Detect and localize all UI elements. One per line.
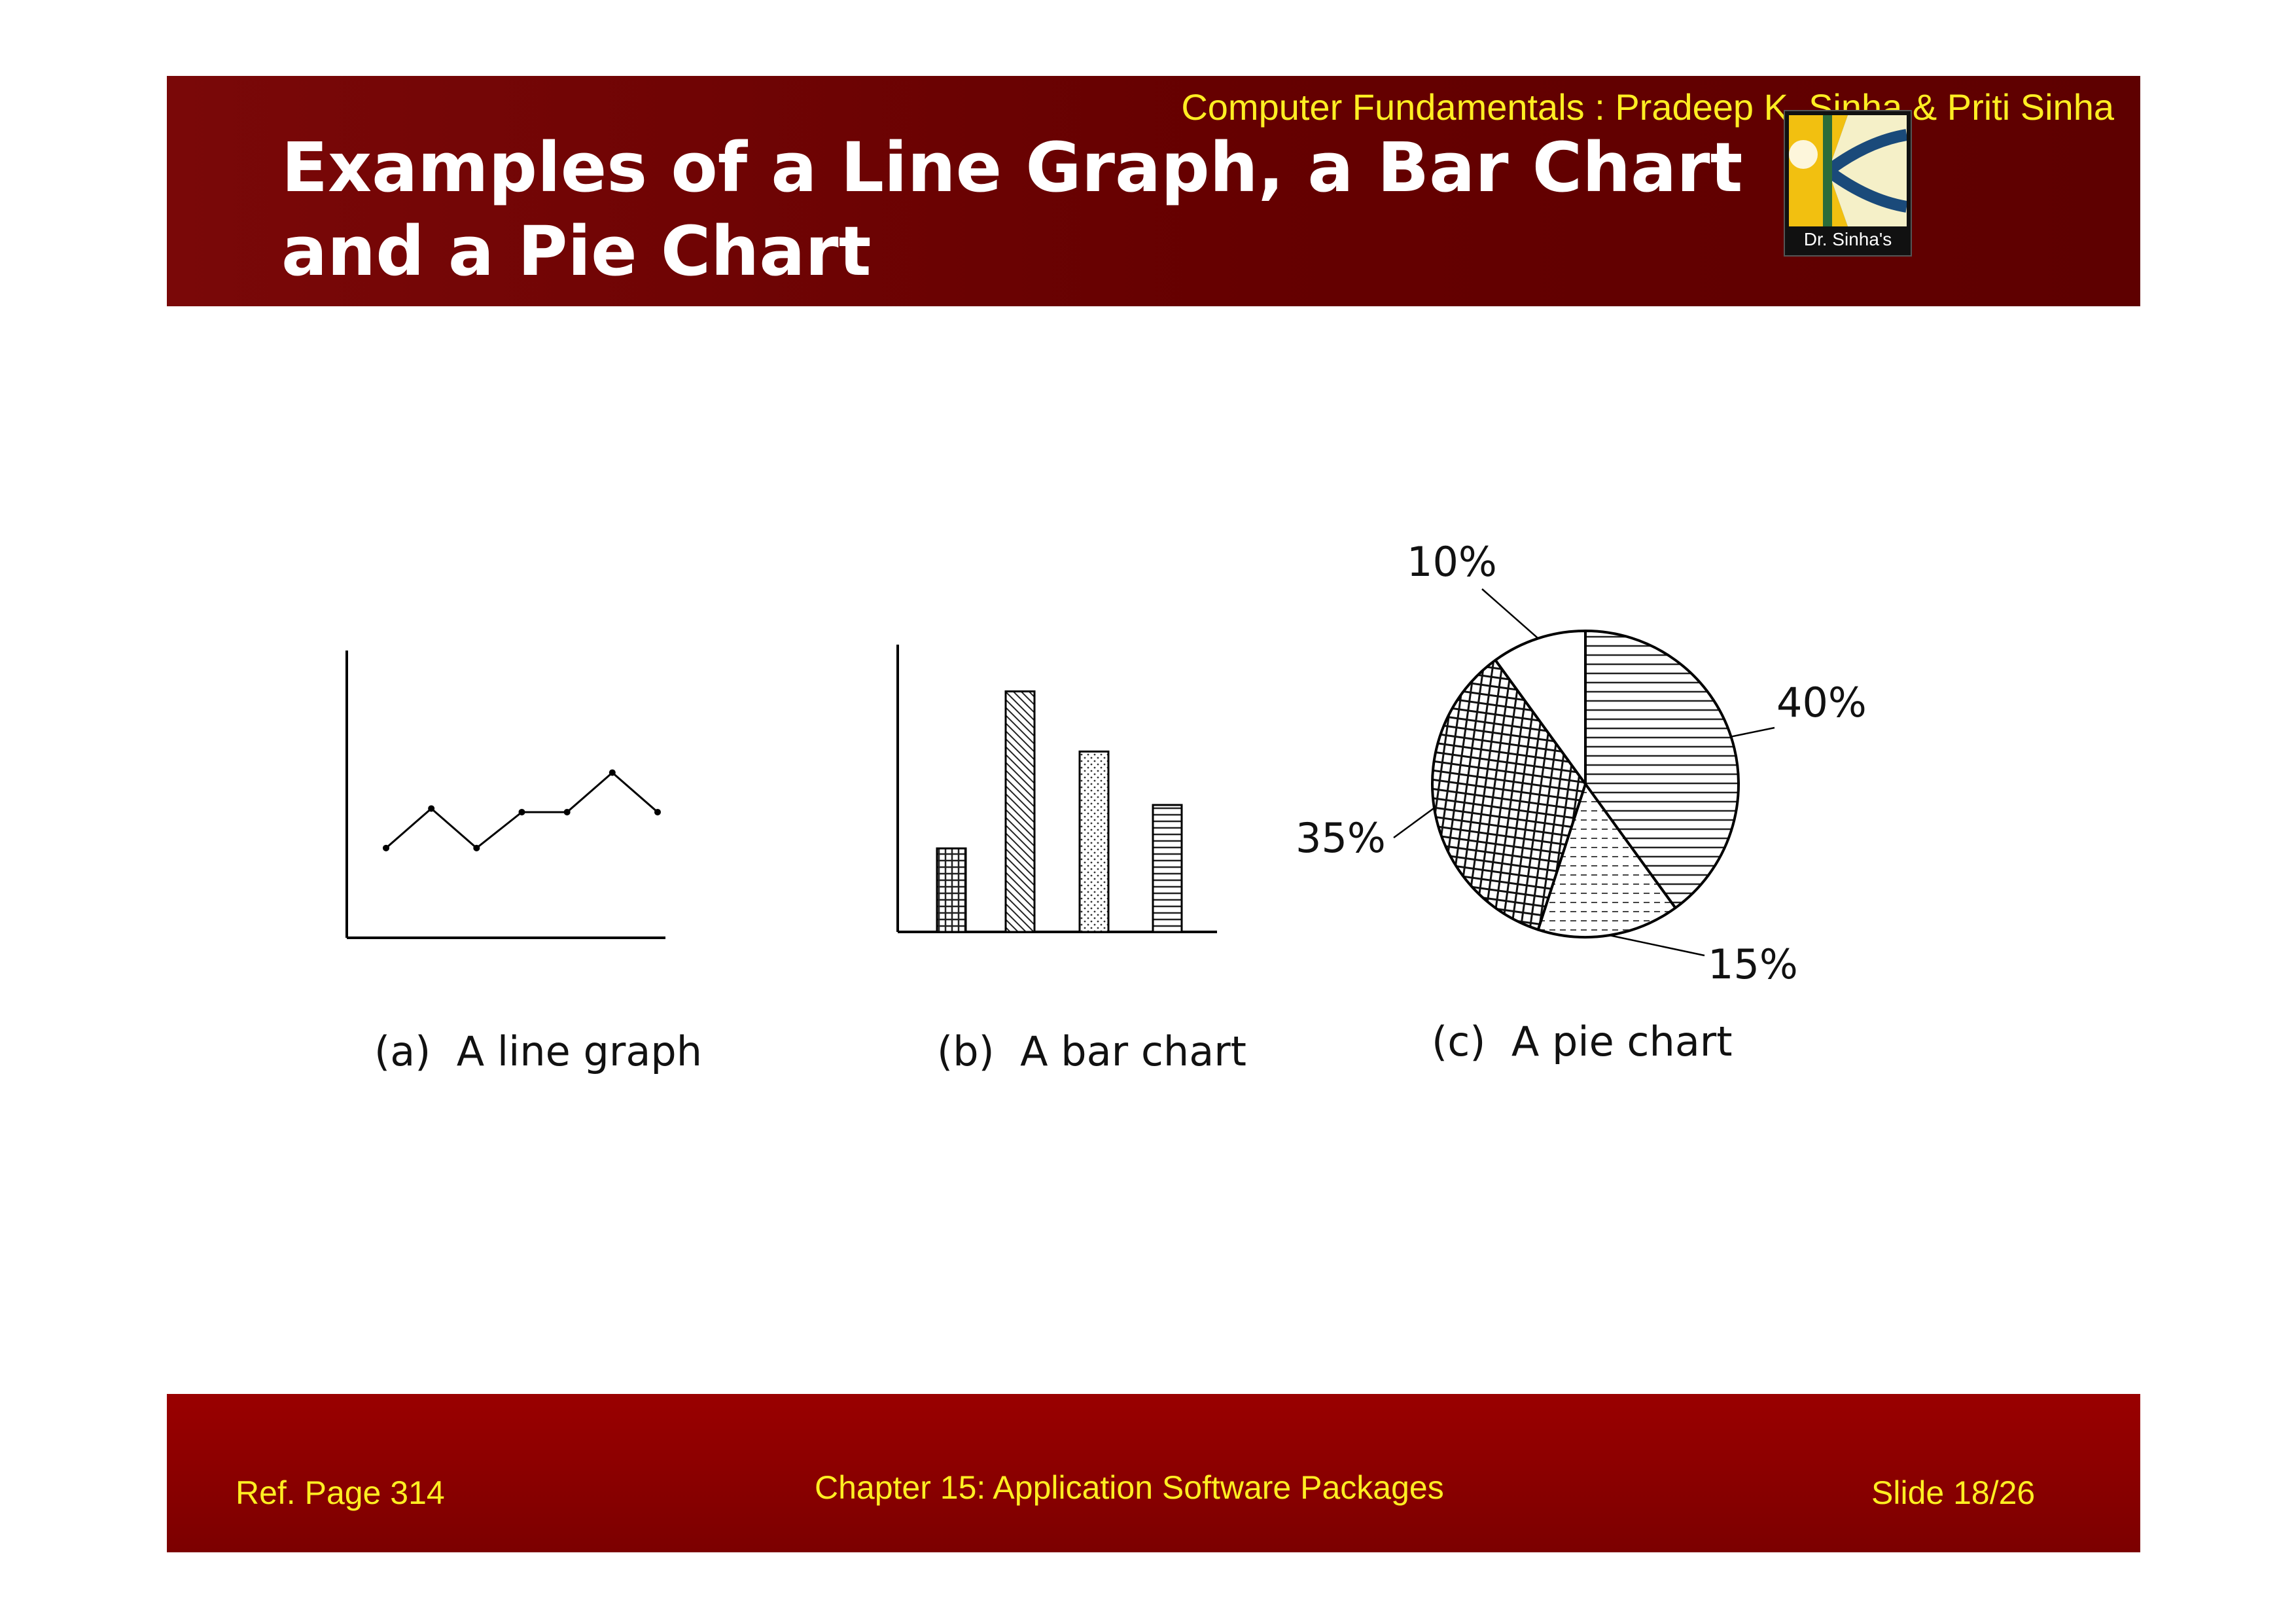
pie-slice-4	[1494, 630, 1587, 785]
line-point-5	[563, 808, 571, 815]
caption-bar-chart: (b) A bar chart	[937, 1027, 1246, 1075]
pie-slice-2	[1536, 783, 1677, 939]
line-point-4	[518, 808, 525, 815]
slide-footer: Ref. Page 314 Chapter 15: Application So…	[167, 1394, 2140, 1552]
caption-line-graph: (a) A line graph	[374, 1027, 702, 1075]
pie-label-2: 15%	[1708, 940, 1798, 988]
bar-2	[1004, 690, 1036, 933]
pie-leader-4	[1481, 588, 1539, 639]
pie-label-3: 35%	[1296, 814, 1386, 862]
pie-leader-3	[1393, 807, 1435, 839]
pie-leader-1	[1731, 726, 1775, 738]
book-credit: Computer Fundamentals : Pradeep K. Sinha…	[1181, 86, 2114, 128]
pie-chart: 40% 15% 35% 10%	[1296, 538, 1867, 988]
line-point-3	[473, 844, 480, 851]
line-point-6	[609, 769, 616, 776]
pie-label-4: 10%	[1407, 538, 1497, 586]
logo-text: Dr. Sinha's	[1803, 229, 1892, 249]
bar-1	[936, 847, 967, 933]
slide-title-line-1: Examples of a Line Graph, a Bar Chart	[281, 128, 1743, 207]
line-point-7	[654, 808, 661, 815]
pie-slice-3	[1431, 658, 1587, 931]
bar-chart	[896, 645, 1217, 933]
ref-page: Ref. Page 314	[236, 1474, 445, 1511]
pie-label-1: 40%	[1776, 679, 1867, 726]
caption-pie-chart: (c) A pie chart	[1432, 1018, 1733, 1065]
line-graph	[345, 651, 665, 939]
chapter-title: Chapter 15: Application Software Package…	[815, 1469, 1444, 1506]
logo-art-icon	[1789, 115, 1907, 226]
dr-sinhas-logo: Dr. Sinha's	[1784, 110, 1912, 257]
bar-4	[1152, 804, 1183, 933]
line-point-1	[383, 844, 389, 851]
slide-title-line-2: and a Pie Chart	[281, 211, 872, 291]
bar-3	[1078, 750, 1110, 933]
line-point-2	[428, 805, 435, 812]
slide-number: Slide 18/26	[1871, 1474, 2036, 1511]
slide-title: Examples of a Line Graph, a Bar Chart an…	[281, 126, 1917, 293]
pie-leader-2	[1609, 934, 1705, 957]
pie-slice-1	[1584, 630, 1740, 910]
